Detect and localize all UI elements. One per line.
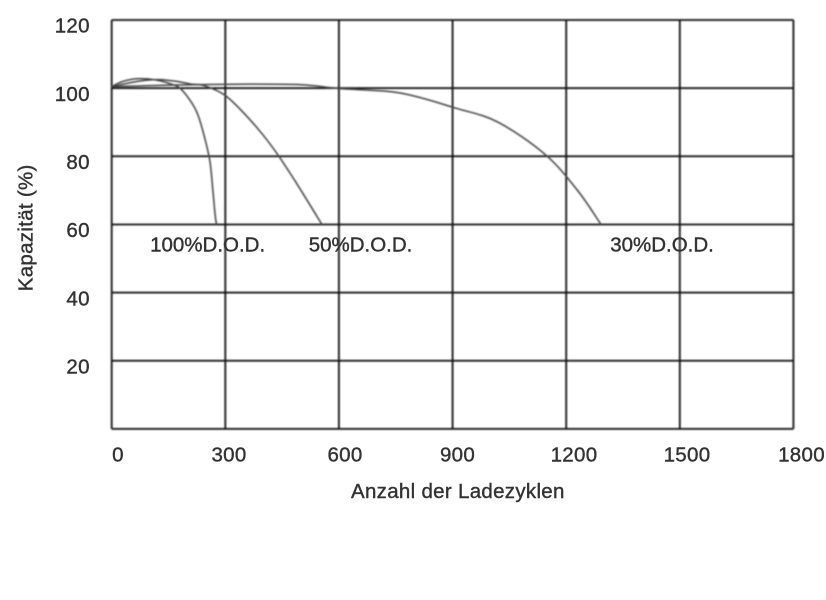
svg-text:1500: 1500	[664, 444, 711, 467]
svg-text:20: 20	[66, 355, 89, 378]
svg-text:0: 0	[112, 444, 124, 467]
svg-text:1800: 1800	[778, 444, 825, 467]
svg-text:60: 60	[66, 219, 89, 242]
svg-text:900: 900	[440, 444, 475, 467]
svg-text:Anzahl der Ladezyklen: Anzahl der Ladezyklen	[351, 480, 565, 503]
svg-text:1200: 1200	[551, 444, 598, 467]
svg-text:40: 40	[66, 287, 89, 310]
svg-text:100: 100	[55, 83, 90, 106]
svg-text:100%D.O.D.: 100%D.O.D.	[150, 233, 265, 256]
svg-text:80: 80	[66, 151, 89, 174]
svg-text:300: 300	[211, 444, 246, 467]
svg-text:30%D.O.D.: 30%D.O.D.	[610, 233, 714, 256]
svg-text:50%D.O.D.: 50%D.O.D.	[309, 233, 413, 256]
svg-text:600: 600	[327, 444, 362, 467]
svg-text:120: 120	[55, 15, 90, 38]
svg-text:Kapazität (%): Kapazität (%)	[15, 164, 38, 291]
